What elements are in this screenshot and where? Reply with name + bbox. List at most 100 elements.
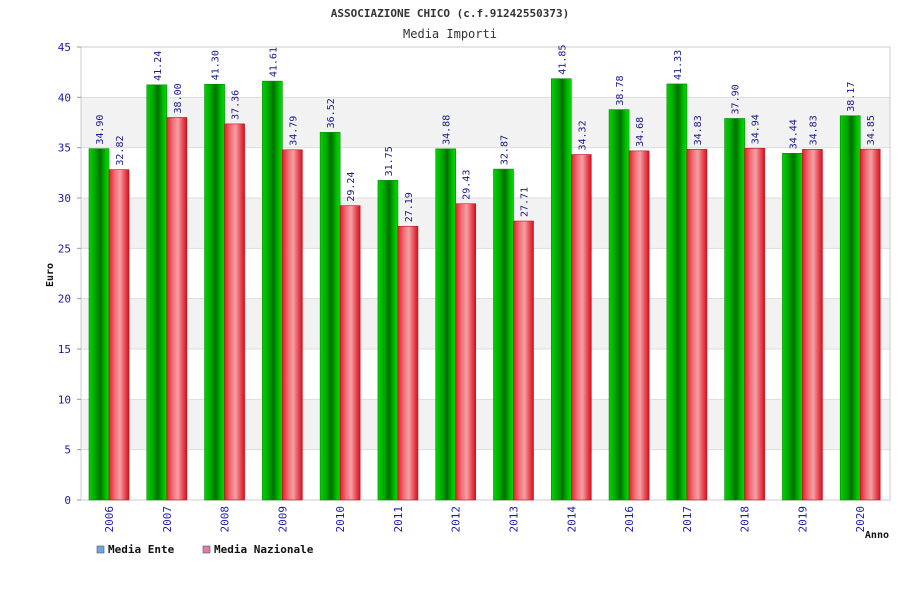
x-tick-label: 2018 — [739, 506, 752, 533]
chart-title: ASSOCIAZIONE CHICO (c.f.91242550373) — [331, 7, 569, 20]
bar-media-ente-2007 — [146, 84, 168, 501]
data-label: 34.44 — [788, 119, 799, 149]
y-tick-label: 35 — [58, 142, 71, 155]
data-label: 37.90 — [731, 84, 742, 114]
data-label: 29.43 — [462, 170, 473, 200]
bar-media-nazionale-2006 — [108, 169, 130, 501]
bar-media-ente-2016 — [608, 109, 630, 501]
grid-band — [81, 449, 890, 500]
grid-band — [81, 349, 890, 400]
bar-media-nazionale-2020 — [859, 148, 881, 501]
data-label: 38.17 — [846, 82, 857, 112]
y-axis-ticks: 0 5 10 15 20 25 30 35 40 45 — [58, 41, 81, 507]
bar-media-ente-2009 — [262, 80, 283, 501]
y-tick-label: 5 — [64, 444, 71, 457]
x-tick-label: 2006 — [103, 506, 116, 533]
data-label: 32.82 — [115, 136, 126, 166]
data-label: 41.61 — [268, 47, 279, 77]
x-axis-ticks: 2006 2007 2008 2009 2010 2011 2012 2013 2014 2016… — [103, 506, 867, 533]
legend-label: Media Nazionale — [214, 543, 314, 556]
y-tick-label: 15 — [58, 343, 71, 356]
bar-media-ente-2010 — [319, 132, 341, 501]
x-tick-label: 2009 — [276, 506, 289, 533]
bar-media-ente-2014 — [550, 78, 572, 501]
grid-bands — [81, 47, 890, 500]
bar-media-nazionale-2016 — [628, 150, 650, 501]
data-label: 41.33 — [673, 50, 684, 80]
data-label: 31.75 — [384, 146, 395, 176]
x-axis-label: Anno — [865, 530, 889, 541]
y-tick-label: 30 — [58, 192, 71, 205]
bar-media-nazionale-2009 — [282, 149, 303, 501]
y-tick-label: 10 — [58, 393, 71, 406]
data-label: 34.32 — [577, 120, 588, 150]
grid-band — [81, 198, 890, 249]
x-tick-label: 2017 — [681, 506, 694, 533]
bar-media-ente-2020 — [839, 115, 861, 501]
data-label: 34.85 — [866, 115, 877, 145]
data-label: 34.68 — [635, 117, 646, 147]
chart-subtitle: Media Importi — [403, 27, 497, 41]
legend: Media Ente Media Nazionale — [96, 543, 314, 556]
bar-media-nazionale-2013 — [513, 220, 534, 501]
data-label: 27.71 — [520, 187, 531, 217]
bar-media-ente-2008 — [204, 83, 225, 501]
bar-media-nazionale-2017 — [686, 149, 708, 501]
data-label: 38.00 — [173, 83, 184, 113]
data-label: 37.36 — [231, 90, 242, 120]
bar-media-ente-2017 — [666, 83, 688, 501]
grid-band — [81, 399, 890, 450]
grid-band — [81, 97, 890, 148]
data-label: 36.52 — [326, 98, 337, 128]
data-label: 34.90 — [95, 115, 106, 145]
y-tick-label: 45 — [58, 41, 71, 54]
grid-band — [81, 47, 890, 98]
bar-media-nazionale-2014 — [570, 154, 592, 501]
bar-media-nazionale-2012 — [455, 203, 477, 501]
x-tick-label: 2007 — [161, 506, 174, 533]
data-label: 29.24 — [346, 172, 357, 202]
y-tick-label: 0 — [64, 494, 71, 507]
data-label: 27.19 — [404, 192, 415, 222]
bar-media-nazionale-2008 — [224, 123, 245, 501]
x-tick-label: 2016 — [623, 506, 636, 533]
x-tick-label: 2012 — [450, 506, 463, 533]
bar-media-nazionale-2011 — [397, 225, 419, 501]
bars-group — [88, 78, 881, 501]
legend-label: Media Ente — [108, 543, 175, 556]
y-axis-label: Euro — [45, 263, 56, 287]
plot-area — [80, 46, 891, 501]
grid-band — [81, 298, 890, 349]
data-label: 41.30 — [211, 50, 222, 80]
y-tick-label: 20 — [58, 293, 71, 306]
y-tick-label: 25 — [58, 242, 71, 255]
grid-band — [81, 248, 890, 299]
data-label: 34.88 — [442, 115, 453, 145]
data-label: 34.79 — [288, 116, 299, 146]
legend-swatch — [202, 545, 211, 554]
data-label: 34.83 — [808, 115, 819, 145]
bar-media-nazionale-2010 — [339, 205, 361, 501]
x-tick-label: 2011 — [392, 506, 405, 533]
x-tick-label: 2020 — [854, 506, 867, 533]
bar-media-nazionale-2007 — [166, 117, 188, 501]
x-tick-label: 2019 — [796, 506, 809, 533]
data-label: 32.87 — [500, 135, 511, 165]
data-label: 34.83 — [693, 115, 704, 145]
bar-media-nazionale-2019 — [802, 149, 823, 501]
x-tick-label: 2014 — [565, 506, 578, 533]
y-tick-label: 40 — [58, 91, 71, 104]
bar-media-nazionale-2018 — [744, 147, 765, 501]
x-tick-label: 2013 — [508, 506, 521, 533]
data-label: 34.94 — [751, 114, 762, 144]
grid-band — [81, 147, 890, 198]
data-label: 41.24 — [153, 51, 164, 81]
bar-media-ente-2006 — [88, 148, 110, 501]
bar-media-ente-2018 — [724, 118, 745, 501]
data-labels-group: 34.90 32.82 41.24 38.00 41.30 37.36 41.61 34.79… — [95, 45, 877, 223]
bar-media-ente-2013 — [493, 168, 514, 501]
x-tick-label: 2010 — [334, 506, 347, 533]
bar-media-ente-2012 — [435, 148, 457, 501]
